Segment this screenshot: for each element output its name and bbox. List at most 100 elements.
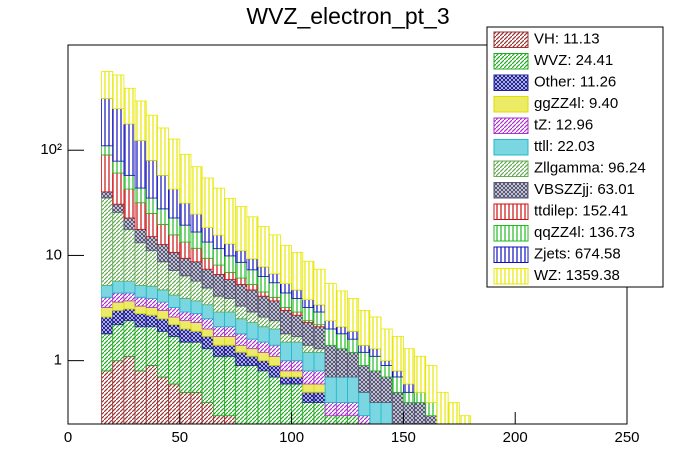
bar-segment	[302, 307, 315, 322]
bar-segment	[134, 284, 147, 298]
bar-segment	[313, 311, 326, 326]
bar-segment	[168, 383, 181, 425]
bar-segment	[313, 304, 326, 313]
bar-segment	[212, 415, 225, 425]
bar-segment	[313, 391, 326, 403]
bar-segment	[268, 355, 281, 366]
bar-segment	[257, 226, 270, 268]
bar-segment	[246, 355, 259, 366]
bar-segment	[280, 383, 293, 425]
bar-segment	[369, 316, 382, 350]
bar-segment	[302, 391, 315, 403]
bar-segment	[157, 310, 170, 320]
bar-segment	[224, 255, 237, 273]
bar-segment	[425, 415, 438, 425]
bar-segment	[380, 376, 393, 403]
bar-segment	[201, 241, 214, 259]
bar-segment	[101, 316, 114, 335]
bar-segment	[414, 391, 427, 403]
bar-segment	[335, 333, 348, 350]
bar-segment	[179, 257, 192, 277]
x-tick-label: 200	[503, 429, 528, 446]
bar-segment	[291, 298, 304, 313]
bar-segment	[190, 391, 203, 425]
legend-label: ggZZ4l: 9.40	[534, 95, 618, 112]
bar-segment	[291, 376, 304, 385]
bar-segment	[291, 289, 304, 299]
bar-segment	[402, 391, 415, 403]
bar-segment	[212, 311, 225, 328]
bar-segment	[347, 338, 360, 353]
bar-segment	[280, 292, 293, 308]
bar-segment	[145, 250, 158, 287]
bar-segment	[134, 140, 147, 189]
bar-segment	[157, 224, 170, 245]
bar-segment	[145, 285, 158, 299]
bar-segment	[335, 415, 348, 425]
bar-segment	[335, 402, 348, 417]
bar-segment	[391, 370, 404, 378]
bar-segment	[280, 370, 293, 378]
legend-label: VBSZZjj: 63.01	[534, 181, 635, 198]
bar-segment	[347, 298, 360, 332]
bar-segment	[313, 326, 326, 350]
bar-segment	[235, 206, 248, 252]
bar-segment	[257, 341, 270, 353]
bar-segment	[190, 341, 203, 393]
bar-segment	[224, 279, 237, 299]
bar-segment	[324, 328, 337, 346]
legend-label: WZ: 1359.38	[534, 267, 620, 284]
bar-segment	[224, 271, 237, 280]
bar-segment	[212, 248, 225, 266]
bar-segment	[235, 261, 248, 279]
bar-segment	[112, 74, 125, 109]
bar-segment	[302, 402, 315, 425]
bar-segment	[380, 360, 393, 366]
bar-segment	[358, 391, 371, 417]
bar-segment	[291, 251, 304, 291]
bar-segment	[123, 228, 136, 282]
bar-segment	[291, 383, 304, 425]
bar-segment	[335, 348, 348, 378]
bar-segment	[179, 311, 192, 322]
bar-segment	[268, 344, 281, 357]
bar-segment	[134, 296, 147, 307]
bar-segment	[358, 415, 371, 425]
bar-segment	[101, 145, 114, 156]
bar-segment	[347, 351, 360, 378]
bar-segment	[190, 322, 203, 332]
bar-segment	[179, 298, 192, 313]
bar-segment	[257, 316, 270, 328]
bar-segment	[112, 301, 125, 311]
bar-segment	[179, 275, 192, 299]
bar-segment	[134, 202, 147, 230]
bar-segment	[157, 376, 170, 425]
bar-segment	[280, 245, 293, 284]
bar-segment	[101, 71, 114, 99]
bar-segment	[168, 217, 181, 236]
legend-swatch	[493, 74, 529, 91]
bar-segment	[224, 243, 237, 257]
bar-segment	[268, 296, 281, 302]
bar-segment	[168, 138, 181, 190]
bar-segment	[280, 341, 293, 362]
bar-segment	[190, 313, 203, 323]
legend-label: ttdilep: 152.41	[534, 203, 628, 220]
bar-segment	[291, 341, 304, 362]
legend-box	[486, 26, 664, 288]
bar-segment	[168, 336, 181, 385]
bar-segment	[246, 216, 259, 260]
bar-segment	[134, 187, 147, 204]
bar-segment	[123, 123, 136, 176]
bar-segment	[134, 242, 147, 286]
bar-segment	[257, 360, 270, 372]
bar-segment	[347, 376, 360, 403]
bar-segment	[380, 328, 393, 362]
bar-segment	[112, 360, 125, 425]
bar-segment	[414, 402, 427, 425]
bar-segment	[235, 284, 248, 307]
chart-title: WVZ_electron_pt_3	[246, 3, 449, 29]
bar-segment	[168, 316, 181, 326]
bar-segment	[391, 391, 404, 425]
